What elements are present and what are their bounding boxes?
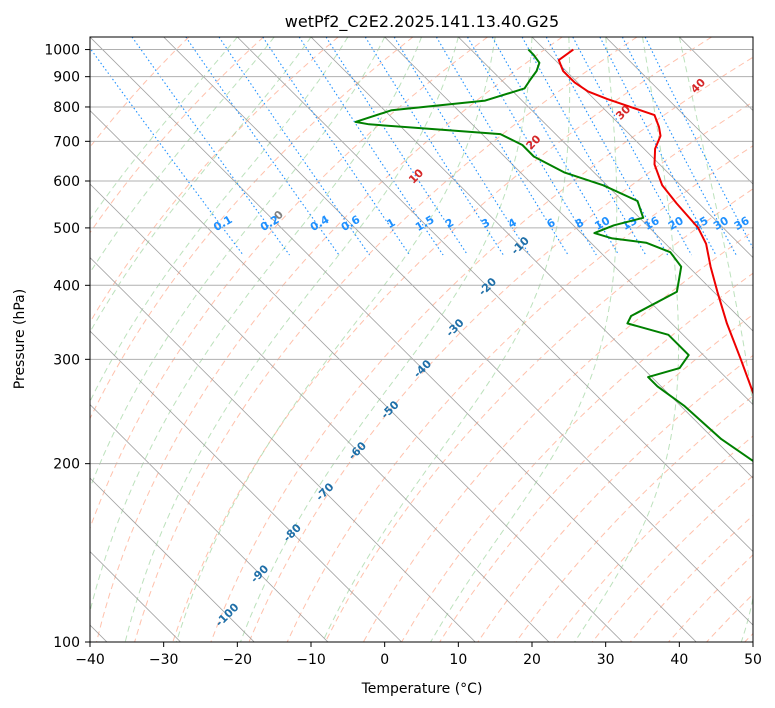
y-tick-label: 400: [53, 278, 80, 294]
x-tick-label: −20: [223, 652, 253, 668]
x-tick-label: 10: [449, 652, 467, 668]
x-tick-label: 30: [597, 652, 615, 668]
x-tick-label: −10: [296, 652, 326, 668]
y-tick-label: 500: [53, 221, 80, 237]
x-tick-label: 40: [670, 652, 688, 668]
chart-title: wetPf2_C2E2.2025.141.13.40.G25: [285, 12, 559, 32]
y-tick-label: 100: [53, 635, 80, 651]
y-tick-label: 1000: [44, 43, 80, 59]
y-tick-label: 900: [53, 70, 80, 86]
x-tick-label: 0: [380, 652, 389, 668]
x-tick-label: −40: [75, 652, 105, 668]
x-tick-label: −30: [149, 652, 179, 668]
x-tick-label: 20: [523, 652, 541, 668]
y-tick-label: 600: [53, 174, 80, 190]
y-tick-label: 200: [53, 457, 80, 473]
y-tick-label: 700: [53, 134, 80, 150]
x-axis-label: Temperature (°C): [361, 681, 483, 697]
x-tick-label: 50: [744, 652, 762, 668]
y-axis-label: Pressure (hPa): [12, 289, 28, 389]
y-tick-label: 300: [53, 352, 80, 368]
y-tick-label: 800: [53, 100, 80, 116]
